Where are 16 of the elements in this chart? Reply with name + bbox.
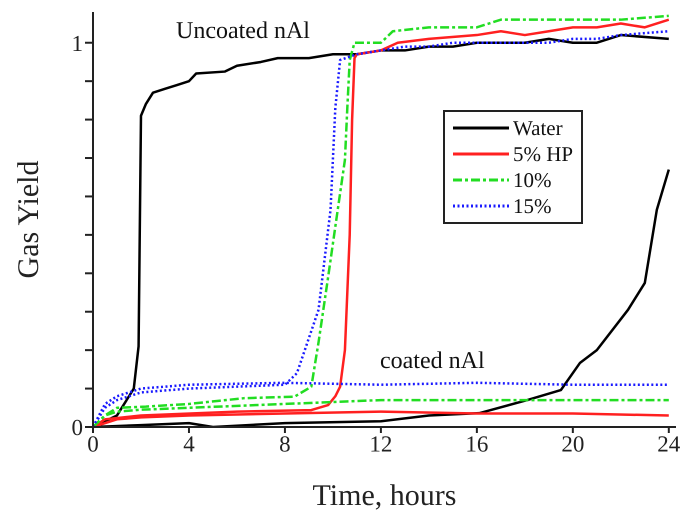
x-tick-label: 16 bbox=[465, 431, 488, 456]
x-axis-title: Time, hours bbox=[312, 479, 456, 512]
x-tick-label: 20 bbox=[561, 431, 584, 456]
legend-label: 10% bbox=[513, 167, 552, 193]
x-tick-label: 8 bbox=[279, 431, 291, 456]
x-tick-label: 0 bbox=[87, 431, 99, 456]
y-tick-label: 1 bbox=[72, 30, 83, 56]
x-tick-label: 12 bbox=[369, 431, 392, 456]
y-axis-title: Gas Yield bbox=[12, 160, 45, 279]
legend-label: Water bbox=[513, 115, 563, 141]
annotation: Uncoated nAl bbox=[176, 18, 310, 45]
annotation: coated nAl bbox=[380, 348, 485, 375]
legend-label: 5% HP bbox=[513, 141, 574, 167]
x-tick-label: 24 bbox=[657, 431, 681, 456]
legend-label: 15% bbox=[513, 193, 552, 219]
x-tick-label: 4 bbox=[183, 431, 196, 456]
